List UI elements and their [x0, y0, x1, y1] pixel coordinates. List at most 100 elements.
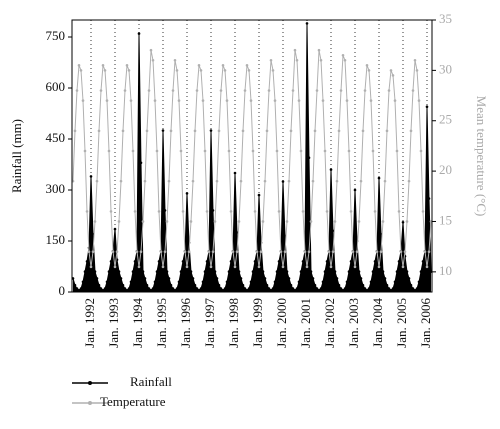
point	[397, 260, 401, 263]
point	[181, 210, 185, 213]
point	[377, 265, 381, 269]
y-tick-label: 0	[59, 283, 66, 298]
point	[299, 149, 303, 153]
point	[151, 58, 155, 62]
point	[111, 250, 115, 254]
point	[265, 283, 269, 287]
point	[95, 179, 99, 183]
point	[107, 270, 111, 273]
point	[311, 179, 315, 183]
point	[295, 287, 299, 290]
point	[287, 277, 291, 280]
point	[179, 270, 183, 273]
point	[427, 250, 431, 254]
point	[185, 192, 189, 195]
y2-tick-label: 35	[439, 11, 452, 26]
x-tick-label: Jan. 2006	[418, 298, 433, 348]
point	[261, 270, 265, 273]
point	[119, 179, 123, 183]
point	[109, 260, 113, 263]
point	[135, 250, 139, 254]
point	[99, 89, 103, 92]
point	[367, 69, 371, 72]
point	[113, 227, 117, 231]
point	[159, 250, 163, 254]
point	[239, 277, 243, 280]
point	[87, 250, 91, 254]
legend-marker	[88, 381, 92, 385]
point	[389, 69, 393, 72]
point	[335, 277, 339, 280]
point	[251, 270, 255, 273]
point	[369, 280, 373, 284]
point	[157, 260, 161, 263]
x-tick-label: Jan. 2002	[322, 298, 337, 348]
point	[421, 210, 425, 213]
point	[145, 129, 149, 133]
point	[297, 99, 301, 102]
y2-tick-label: 10	[439, 263, 452, 278]
point	[143, 179, 147, 183]
point	[387, 287, 391, 290]
point	[411, 287, 415, 290]
point	[337, 283, 341, 287]
point	[337, 129, 341, 133]
point	[333, 270, 337, 273]
point	[409, 283, 413, 287]
point	[187, 250, 191, 254]
point	[411, 89, 415, 92]
point	[167, 179, 171, 183]
point	[209, 129, 213, 132]
y-tick-label: 450	[46, 130, 66, 145]
point	[359, 277, 363, 280]
point	[113, 265, 117, 269]
point	[395, 270, 399, 273]
point	[417, 99, 421, 102]
point	[357, 220, 361, 223]
point	[91, 250, 95, 254]
point	[107, 149, 111, 153]
point	[125, 64, 129, 67]
point	[215, 277, 219, 280]
point	[415, 287, 419, 290]
x-tick-label: Jan. 1994	[130, 298, 145, 348]
point	[271, 69, 275, 72]
point	[141, 220, 145, 223]
point	[381, 220, 385, 223]
point	[345, 99, 349, 102]
point	[359, 179, 363, 183]
point	[241, 283, 245, 287]
point	[331, 229, 335, 233]
point	[349, 260, 353, 263]
point	[353, 188, 357, 192]
point	[177, 280, 181, 284]
point	[385, 129, 389, 133]
point	[231, 250, 235, 254]
point	[117, 220, 121, 223]
point	[261, 220, 265, 223]
point	[253, 210, 257, 213]
point	[351, 250, 355, 254]
point	[139, 250, 143, 254]
point	[361, 283, 365, 287]
point	[255, 250, 259, 254]
point	[287, 179, 291, 183]
y-tick-label: 300	[46, 181, 66, 196]
point	[407, 179, 411, 183]
point	[105, 280, 109, 284]
y2-tick-label: 20	[439, 162, 452, 177]
point	[175, 69, 179, 72]
point	[273, 99, 277, 102]
point	[185, 265, 189, 269]
point	[101, 289, 105, 292]
point	[363, 89, 367, 92]
point	[277, 260, 281, 263]
point	[139, 161, 143, 165]
point	[221, 289, 225, 292]
point	[249, 280, 253, 284]
point	[97, 129, 101, 133]
point	[153, 99, 157, 102]
point	[313, 283, 317, 287]
point	[213, 220, 217, 223]
